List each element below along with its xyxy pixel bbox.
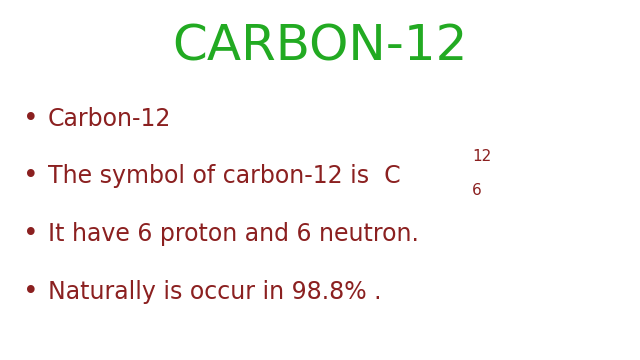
Text: Carbon-12: Carbon-12 bbox=[48, 107, 172, 131]
Text: It have 6 proton and 6 neutron.: It have 6 proton and 6 neutron. bbox=[48, 222, 419, 246]
Text: The symbol of carbon-12 is  C: The symbol of carbon-12 is C bbox=[48, 165, 401, 188]
Text: 12: 12 bbox=[472, 149, 492, 164]
Text: Naturally is occur in 98.8% .: Naturally is occur in 98.8% . bbox=[48, 280, 381, 303]
Text: •: • bbox=[23, 279, 38, 305]
Text: 6: 6 bbox=[472, 183, 482, 198]
Text: CARBON-12: CARBON-12 bbox=[172, 23, 468, 71]
Text: •: • bbox=[23, 106, 38, 132]
Text: •: • bbox=[23, 221, 38, 247]
Text: •: • bbox=[23, 163, 38, 189]
